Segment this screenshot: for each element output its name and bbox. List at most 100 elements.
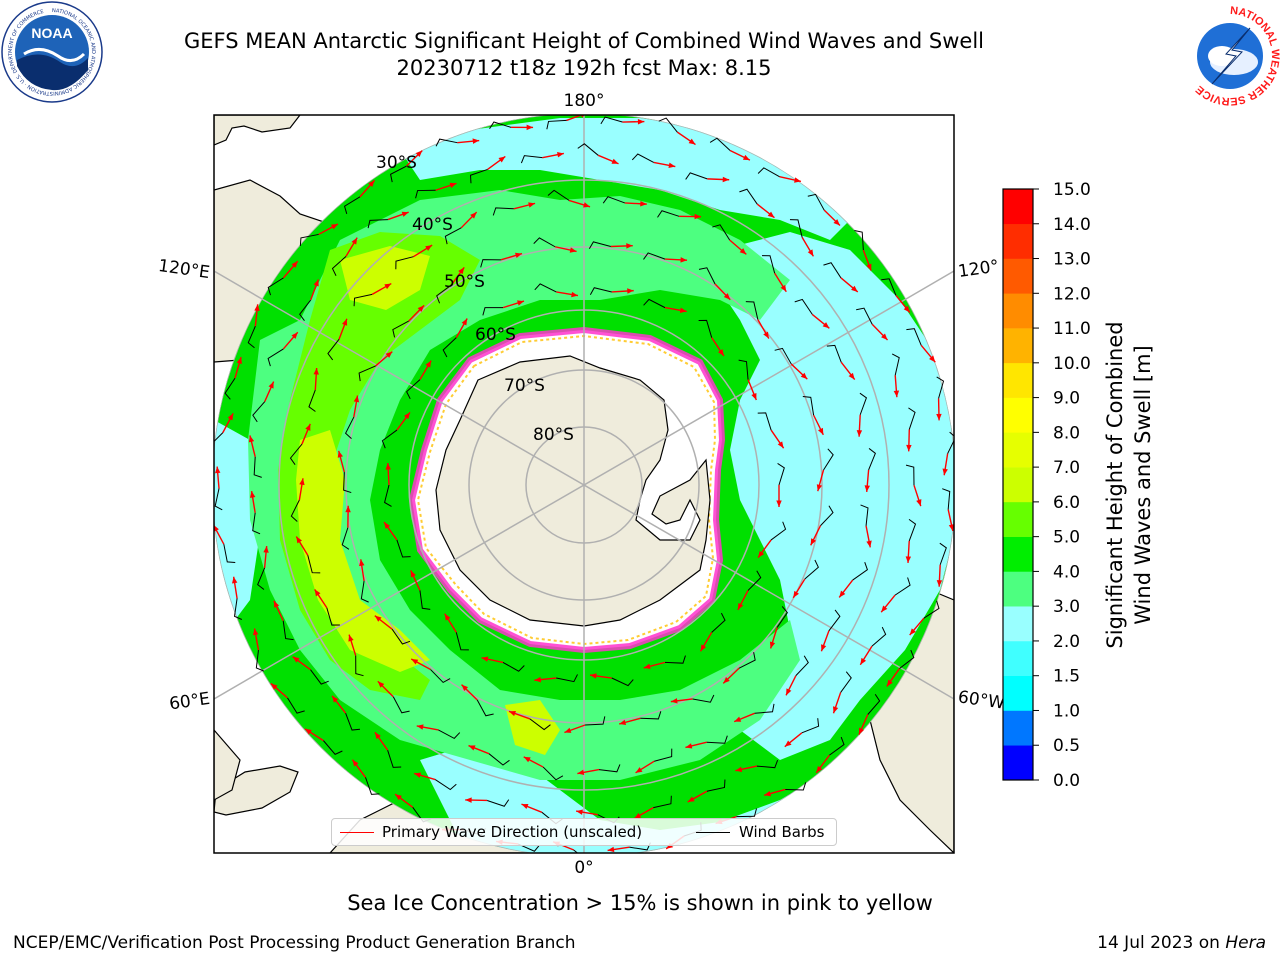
wave-arrow-head: [263, 546, 269, 553]
wave-arrow-head: [571, 291, 578, 298]
wave-arrow-head: [818, 427, 824, 435]
wave-arrow-head: [723, 293, 731, 300]
wind-barb: [711, 612, 726, 633]
wave-arrow-head: [515, 252, 522, 259]
wave-arrow-head: [607, 846, 615, 853]
wind-barb: [908, 518, 917, 542]
lon-label-60w: 60°W: [957, 687, 1006, 713]
legend-wind-barbs-label: Wind Barbs: [739, 823, 825, 841]
wave-arrow-head: [214, 466, 221, 474]
wind-barb: [602, 196, 625, 204]
wind-barb: [233, 598, 243, 620]
wind-barb: [828, 609, 841, 631]
wind-barb: [860, 504, 869, 526]
wind-barb: [823, 448, 834, 471]
wave-arrow-head: [634, 812, 642, 819]
wind-barb: [390, 165, 407, 183]
wave-arrow-head: [498, 156, 506, 163]
wave-arrow-head: [296, 536, 302, 544]
wind-barb: [344, 416, 355, 440]
wind-barb: [738, 652, 756, 669]
wind-barb: [310, 669, 329, 685]
wave-arrow-head: [735, 766, 743, 773]
wind-barb: [856, 307, 873, 325]
wind-barb: [455, 632, 469, 651]
wind-barb: [640, 711, 662, 720]
lat-label-60s: 60°S: [475, 325, 516, 345]
wave-arrow-head: [468, 745, 476, 751]
wave-arrow-head: [637, 118, 645, 125]
wind-barb: [795, 655, 809, 676]
wave-arrow-head: [763, 331, 769, 339]
wind-barb: [829, 736, 845, 756]
map-area: [214, 115, 954, 853]
wind-barb: [367, 219, 388, 229]
wind-barb: [598, 764, 621, 773]
colorbar-tick-label: 1.5: [1053, 667, 1080, 687]
wave-arrow-head: [776, 500, 782, 507]
wind-barb: [343, 196, 361, 215]
wind-barb: [415, 189, 436, 199]
wind-barb: [905, 464, 915, 486]
wind-barb: [546, 119, 567, 130]
wind-barb: [664, 655, 686, 664]
wave-arrow-head: [929, 355, 936, 363]
wave-arrow-head: [589, 673, 597, 679]
wind-barb: [482, 307, 503, 316]
wave-arrow-head: [936, 580, 943, 587]
wave-arrow-head: [461, 318, 468, 326]
wave-arrow-head: [252, 628, 259, 636]
wind-barb: [255, 650, 264, 672]
wind-barb: [577, 143, 599, 156]
wave-arrow-head: [680, 257, 688, 263]
map-frame: [213, 114, 955, 854]
wave-arrow-head: [793, 590, 799, 598]
colorbar-swatch: [1003, 640, 1033, 677]
wave-arrow-head: [313, 279, 319, 287]
wave-arrow-head: [465, 797, 472, 803]
wave-arrow-head: [337, 450, 343, 458]
wind-barb: [289, 443, 303, 465]
wind-barb: [442, 337, 457, 358]
wind-barb: [396, 539, 411, 558]
wave-arrow-head: [534, 676, 542, 683]
wind-barb: [706, 779, 726, 792]
wind-barb: [529, 718, 551, 731]
legend-wind-line: [696, 832, 730, 833]
wave-arrow-head: [305, 423, 311, 431]
wind-barb: [867, 693, 881, 715]
wind-barb: [756, 760, 779, 769]
wind-barb: [223, 544, 236, 563]
colorbar: 0.0 0.5 1.0 1.5 2.0 3.0 4.0 5.0 6.0 7.0 8.0 9.0 10.0…: [1002, 180, 1091, 791]
colorbar-tick-label: 13.0: [1053, 250, 1091, 270]
wave-arrow-head: [777, 441, 784, 449]
wind-barb: [214, 488, 223, 511]
wave-arrow-head: [576, 809, 583, 815]
wave-arrow-head: [864, 485, 870, 492]
wind-barb: [820, 505, 834, 526]
wind-barb: [698, 267, 716, 285]
wind-barb: [387, 750, 402, 768]
wind-barb: [502, 661, 525, 672]
wave-arrow-head: [816, 484, 823, 492]
land-australia: [214, 115, 301, 146]
wave-arrow-head: [627, 288, 634, 294]
footer-host: Hera: [1225, 933, 1266, 953]
colorbar-tick-label: 15.0: [1053, 180, 1091, 200]
wind-barb: [419, 590, 431, 610]
wind-barb: [534, 283, 557, 293]
wave-arrow-head: [508, 710, 516, 717]
wind-barb: [444, 227, 462, 245]
wind-barb: [698, 319, 713, 338]
wave-arrow-head: [249, 491, 256, 498]
wind-barb: [706, 735, 728, 744]
colorbar-tick-label: 10.0: [1053, 354, 1091, 374]
wave-arrow-head: [679, 307, 687, 313]
wind-barb: [252, 401, 266, 423]
wind-barb: [804, 559, 819, 580]
colorbar-swatch: [1003, 328, 1033, 364]
colorbar-tick-label: 8.0: [1053, 423, 1080, 443]
wave-arrow-head: [577, 769, 585, 776]
wind-barb: [556, 674, 578, 683]
colorbar-tick-label: 2.0: [1053, 632, 1080, 652]
